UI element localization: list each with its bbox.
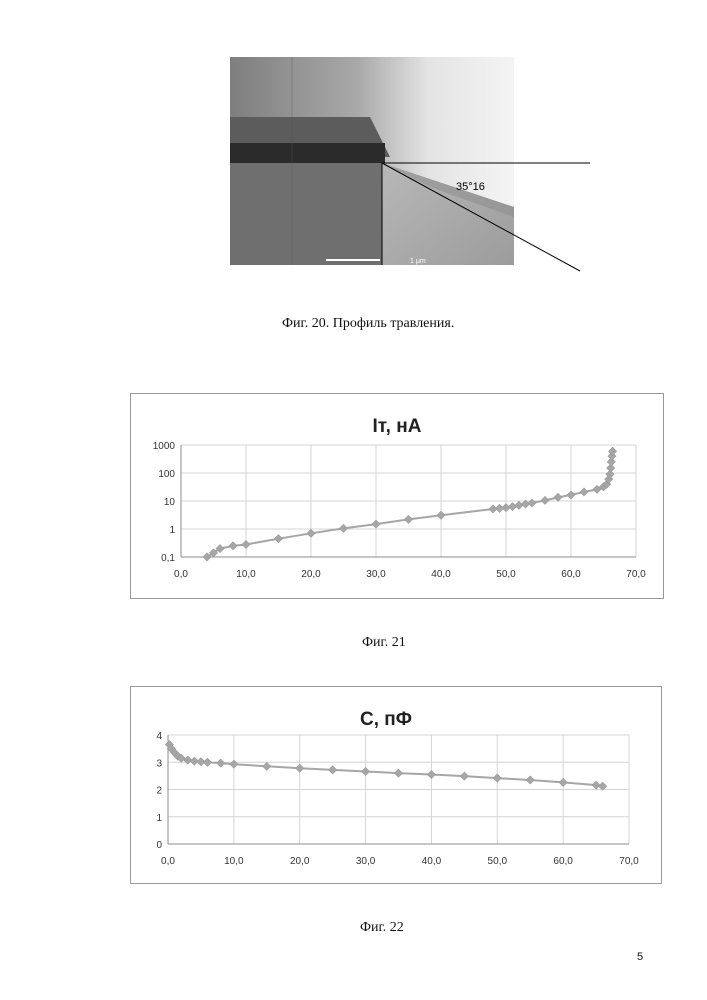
fig21-data-point bbox=[528, 499, 536, 507]
fig21-y-tick-label: 10 bbox=[164, 497, 176, 508]
figure-21-caption: Фиг. 21 bbox=[362, 635, 406, 651]
page-number: 5 bbox=[637, 951, 643, 963]
fig21-y-tick-label: 1 bbox=[169, 525, 175, 536]
fig21-data-point bbox=[502, 503, 510, 511]
fig21-data-point bbox=[372, 520, 380, 528]
fig22-x-tick-label: 60,0 bbox=[553, 856, 573, 867]
fig22-x-tick-label: 70,0 bbox=[619, 856, 639, 867]
chart-fig21-current: Iт, нА 0,1 1 10 100 1000 0,0 10,0 20,0 30,0 40,0 50… bbox=[130, 393, 664, 599]
fig21-data-point bbox=[242, 540, 250, 548]
fig22-data-point bbox=[460, 772, 468, 780]
fig22-data-point bbox=[263, 762, 271, 770]
fig22-x-tick-label: 50,0 bbox=[488, 856, 508, 867]
fig21-data-point bbox=[515, 501, 523, 509]
fig22-x-tick-label: 20,0 bbox=[290, 856, 310, 867]
fig22-data-point bbox=[296, 764, 304, 772]
fig22-title: С, пФ bbox=[360, 709, 412, 730]
fig22-data-point bbox=[230, 760, 238, 768]
angle-label: 35°16 bbox=[456, 181, 485, 193]
fig22-data-point bbox=[328, 766, 336, 774]
fig21-series-line bbox=[207, 451, 613, 557]
fig21-x-tick-label: 20,0 bbox=[301, 569, 321, 580]
figure-22-caption: Фиг. 22 bbox=[360, 920, 404, 936]
fig21-data-point bbox=[437, 511, 445, 519]
fig22-data-point bbox=[394, 769, 402, 777]
fig21-data-point bbox=[274, 535, 282, 543]
fig22-data-point bbox=[203, 758, 211, 766]
fig22-x-tick-label: 30,0 bbox=[356, 856, 376, 867]
fig21-data-point bbox=[307, 529, 315, 537]
chart-fig22-capacitance: С, пФ012340,010,020,030,040,050,060,070,… bbox=[130, 686, 662, 884]
fig22-data-point bbox=[184, 756, 192, 764]
fig22-y-tick-label: 1 bbox=[156, 813, 162, 824]
fig22-x-tick-label: 0,0 bbox=[161, 856, 175, 867]
fig21-x-tick-label: 0,0 bbox=[174, 569, 188, 580]
fig22-data-point bbox=[361, 767, 369, 775]
fig21-data-point bbox=[554, 493, 562, 501]
fig21-x-tick-label: 10,0 bbox=[236, 569, 256, 580]
fig21-x-tick-label: 40,0 bbox=[431, 569, 451, 580]
fig22-data-point bbox=[493, 774, 501, 782]
fig21-x-tick-label: 50,0 bbox=[496, 569, 516, 580]
scale-bar-label: 1 μm bbox=[410, 258, 426, 265]
fig21-y-tick-label: 1000 bbox=[153, 441, 176, 452]
fig22-data-point bbox=[592, 781, 600, 789]
figure-20-caption: Фиг. 20. Профиль травления. bbox=[282, 316, 454, 332]
fig21-x-tick-label: 70,0 bbox=[626, 569, 646, 580]
fig21-data-point bbox=[508, 502, 516, 510]
fig22-x-tick-label: 10,0 bbox=[224, 856, 244, 867]
fig21-x-tick-label: 30,0 bbox=[366, 569, 386, 580]
fig22-data-point bbox=[526, 776, 534, 784]
fig21-y-tick-label: 100 bbox=[158, 469, 175, 480]
fig21-y-tick-label: 0,1 bbox=[161, 553, 175, 564]
fig22-data-point bbox=[559, 778, 567, 786]
fig22-y-tick-label: 0 bbox=[156, 840, 162, 851]
chart-fig22-svg: С, пФ012340,010,020,030,040,050,060,070,… bbox=[131, 687, 661, 883]
sem-etch-profile-image: 35°16 1 μm bbox=[230, 57, 514, 265]
fig22-y-tick-label: 4 bbox=[156, 731, 162, 742]
chart-fig21-svg: Iт, нА 0,1 1 10 100 1000 0,0 10,0 20,0 30,0 40,0 50… bbox=[131, 394, 663, 598]
fig22-data-point bbox=[216, 759, 224, 767]
fig21-data-point bbox=[567, 491, 575, 499]
fig21-data-point bbox=[541, 496, 549, 504]
fig22-data-point bbox=[427, 770, 435, 778]
fig22-y-tick-label: 3 bbox=[156, 758, 162, 769]
fig21-x-tick-label: 60,0 bbox=[561, 569, 581, 580]
fig21-title: Iт, нА bbox=[373, 416, 422, 437]
fig21-data-point bbox=[404, 515, 412, 523]
fig22-y-tick-label: 2 bbox=[156, 786, 162, 797]
fig21-data-point bbox=[229, 542, 237, 550]
fig21-data-point bbox=[339, 524, 347, 532]
fig21-data-point bbox=[580, 488, 588, 496]
fig22-x-tick-label: 40,0 bbox=[422, 856, 442, 867]
